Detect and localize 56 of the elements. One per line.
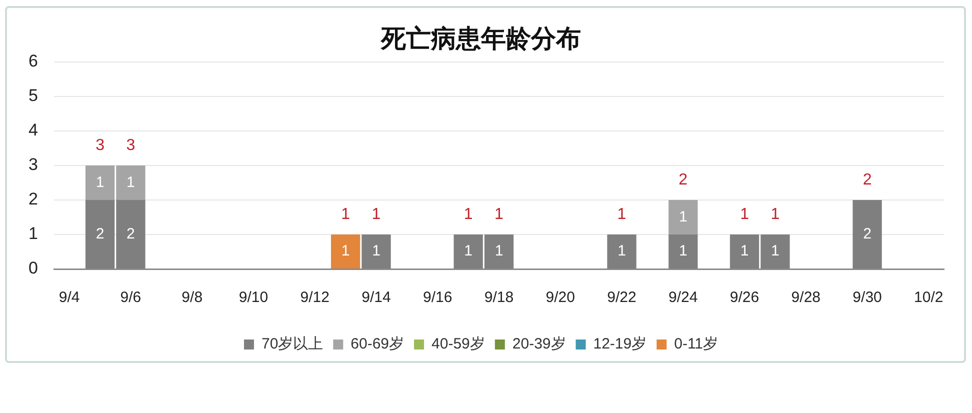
data-label: 2	[126, 225, 135, 242]
data-label: 1	[464, 242, 472, 260]
y-tick-label: 4	[28, 120, 38, 140]
y-tick-label: 2	[28, 190, 38, 209]
y-tick-label: 0	[28, 258, 38, 278]
y-tick-label: 1	[28, 224, 38, 244]
data-label: 1	[678, 208, 688, 226]
data-label: 1	[341, 242, 350, 260]
data-label: 1	[494, 242, 504, 260]
data-label: 1	[372, 242, 380, 260]
total-label: 1	[617, 206, 626, 223]
bar	[668, 200, 698, 234]
x-tick-label: 9/6	[120, 289, 142, 306]
total-label: 1	[372, 206, 381, 223]
bar	[330, 234, 360, 268]
legend-label: 20-39岁	[512, 336, 566, 353]
x-tick-label: 9/12	[300, 289, 330, 306]
data-label: 1	[126, 174, 135, 191]
total-label: 3	[126, 136, 136, 154]
x-tick-label: 9/20	[546, 289, 575, 306]
data-label: 1	[740, 242, 749, 260]
data-label: 1	[771, 242, 780, 260]
total-label: 2	[678, 171, 688, 188]
legend-label: 60-69岁	[350, 336, 404, 353]
total-label: 1	[464, 206, 473, 223]
x-tick-label: 9/28	[791, 289, 820, 306]
data-label: 1	[96, 174, 104, 191]
x-tick-label: 9/8	[182, 289, 203, 306]
x-tick-label: 9/18	[484, 289, 514, 306]
data-label: 2	[96, 225, 104, 242]
legend-label: 0-11岁	[674, 336, 718, 353]
data-label: 1	[678, 242, 688, 260]
x-tick-label: 9/14	[362, 289, 391, 306]
x-tick-label: 9/30	[852, 289, 882, 306]
total-label: 1	[341, 206, 350, 223]
total-label: 2	[862, 171, 872, 188]
x-tick-label: 10/2	[914, 289, 944, 306]
x-tick-label: 9/10	[238, 289, 268, 306]
y-tick-label: 6	[28, 52, 38, 71]
y-tick-label: 5	[28, 86, 38, 106]
x-tick-label: 9/16	[423, 289, 452, 306]
data-label: 2	[863, 225, 872, 242]
total-label: 1	[770, 206, 780, 223]
data-label: 1	[618, 242, 626, 260]
legend-label: 12-19岁	[593, 336, 647, 353]
total-label: 3	[96, 136, 105, 154]
legend-label: 40-59岁	[432, 336, 485, 353]
legend-label: 70岁以上	[261, 336, 324, 353]
x-tick-label: 9/22	[607, 289, 636, 306]
chart-title: 死亡病患年龄分布	[380, 24, 581, 53]
y-tick-label: 3	[28, 155, 38, 174]
x-tick-label: 9/26	[730, 289, 760, 306]
total-label: 1	[494, 206, 504, 223]
x-tick-label: 9/4	[58, 289, 80, 306]
x-tick-label: 9/24	[668, 289, 698, 306]
total-label: 1	[740, 206, 750, 223]
